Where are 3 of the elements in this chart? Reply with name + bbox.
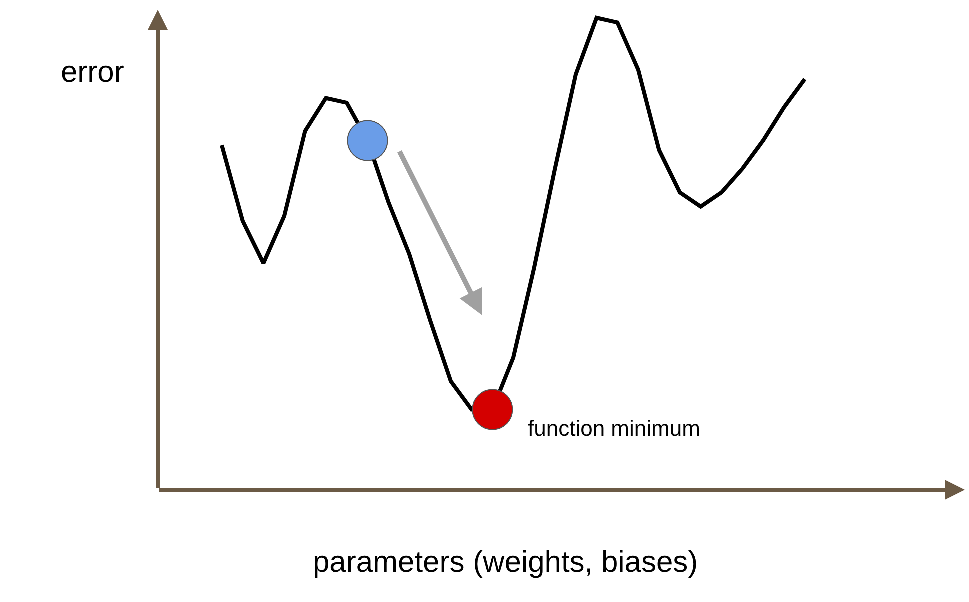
- annotation: function minimum: [528, 416, 700, 441]
- y-axis-title: error: [61, 56, 124, 89]
- x-axis-title: parameters (weights, biases): [313, 546, 698, 579]
